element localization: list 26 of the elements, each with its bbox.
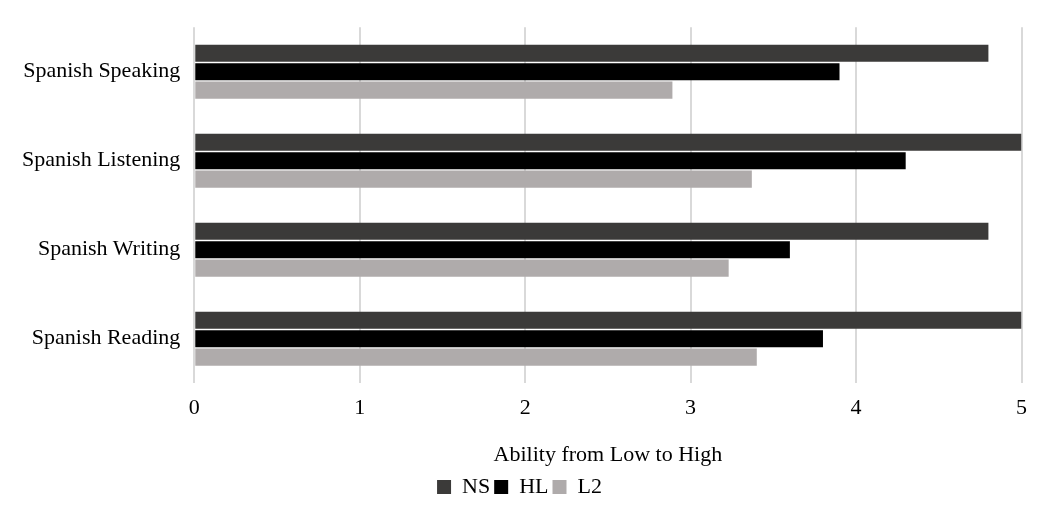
- x-tick-label: 3: [685, 394, 697, 420]
- legend-label: HL: [519, 472, 549, 498]
- x-tick-label: 0: [188, 394, 200, 420]
- bar: [195, 63, 840, 81]
- legend-label: L2: [577, 472, 602, 498]
- bar: [195, 330, 823, 348]
- bar: [195, 259, 729, 277]
- bar: [195, 348, 757, 366]
- y-tick-label: Spanish Listening: [21, 146, 181, 172]
- bar: [195, 222, 989, 240]
- x-tick-label: 2: [519, 394, 531, 420]
- bar: [195, 133, 1022, 151]
- x-axis-title: Ability from Low to High: [493, 440, 723, 466]
- bar: [195, 170, 752, 188]
- y-tick-label: Spanish Writing: [37, 235, 181, 261]
- y-tick-label: Spanish Speaking: [23, 57, 181, 83]
- y-tick-label: Spanish Reading: [31, 324, 181, 350]
- x-tick-label: 1: [354, 394, 366, 420]
- bar: [195, 152, 906, 170]
- x-tick-label: 5: [1016, 394, 1027, 420]
- bar: [195, 311, 1022, 329]
- bar: [195, 81, 673, 99]
- bar: [195, 241, 790, 259]
- legend-label: NS: [462, 472, 491, 498]
- x-tick-label: 4: [850, 394, 862, 420]
- bar: [195, 44, 989, 62]
